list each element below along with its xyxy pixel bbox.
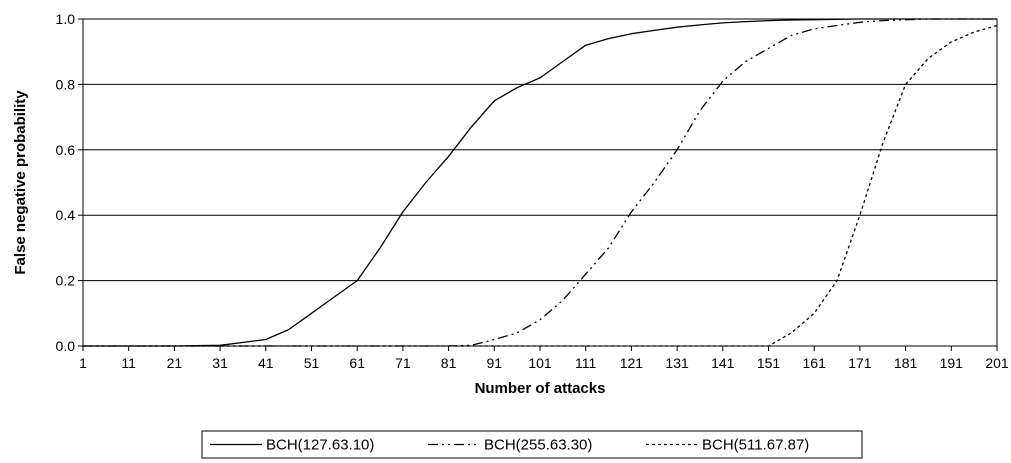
x-tick-label: 1: [79, 355, 87, 371]
x-tick-label: 81: [441, 355, 457, 371]
y-tick-label: 1.0: [56, 11, 76, 27]
y-axis-title: False negative probability: [12, 90, 29, 275]
x-tick-label: 41: [258, 355, 274, 371]
x-tick-label: 141: [711, 355, 735, 371]
legend-items: BCH(127.63.10) BCH(255.63.30) BCH(511.67.8…: [210, 437, 809, 454]
legend-box: [201, 430, 863, 459]
x-axis-title: Number of attacks: [475, 380, 606, 397]
y-tick-label: 0.0: [56, 338, 76, 354]
x-tick-label: 201: [985, 355, 1009, 371]
x-tick-label: 181: [894, 355, 918, 371]
x-tick-label: 31: [212, 355, 228, 371]
x-tick-label: 21: [167, 355, 183, 371]
x-tick-label: 191: [940, 355, 964, 371]
x-axis-ticks: 1 11 21 31 41 51 61 71 81 91 101 111 121 131 141 151 161…: [79, 346, 1009, 371]
y-tick-label: 0.4: [56, 207, 76, 223]
legend-label-1: BCH(127.63.10): [266, 437, 374, 454]
x-tick-label: 151: [757, 355, 781, 371]
y-tick-label: 0.2: [56, 273, 76, 289]
x-tick-label: 11: [121, 355, 136, 371]
x-tick-label: 131: [665, 355, 689, 371]
x-tick-label: 121: [620, 355, 644, 371]
x-tick-label: 61: [349, 355, 365, 371]
plot-area-frame: [82, 18, 998, 347]
x-tick-label: 51: [304, 355, 320, 371]
x-tick-label: 111: [575, 355, 596, 371]
y-tick-label: 0.6: [56, 142, 76, 158]
x-tick-label: 101: [528, 355, 552, 371]
y-tick-label: 0.8: [56, 76, 76, 92]
y-axis-ticks: 0.0 0.2 0.4 0.6 0.8 1.0: [56, 11, 83, 354]
x-tick-label: 161: [803, 355, 827, 371]
legend-label-2: BCH(255.63.30): [484, 437, 592, 454]
x-tick-label: 171: [848, 355, 872, 371]
x-tick-label: 91: [487, 355, 503, 371]
legend: BCH(127.63.10) BCH(255.63.30) BCH(511.67.8…: [201, 430, 863, 459]
x-tick-label: 71: [395, 355, 411, 371]
legend-label-3: BCH(511.67.87): [702, 437, 809, 454]
